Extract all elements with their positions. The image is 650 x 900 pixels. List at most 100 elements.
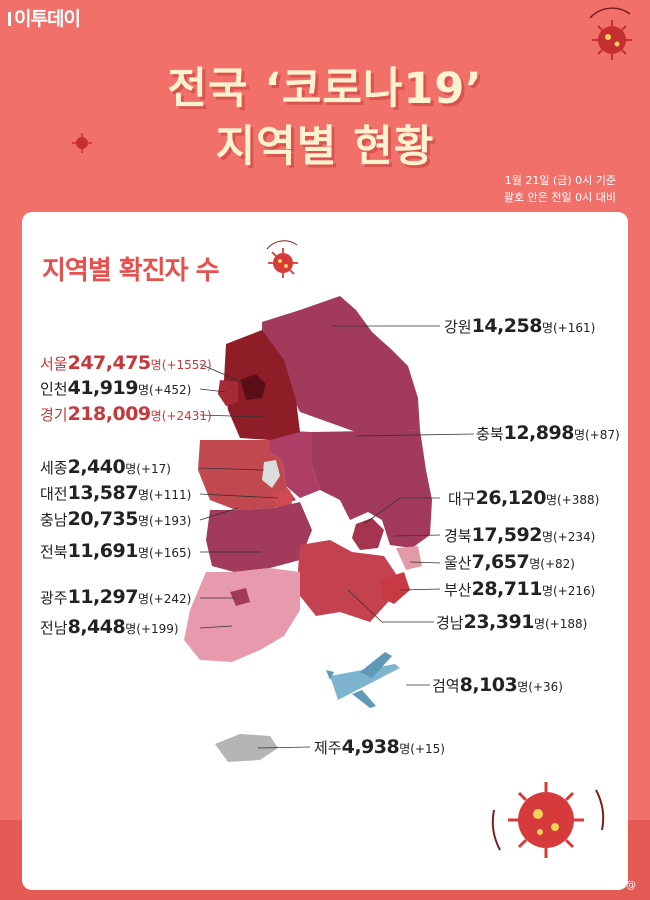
label-quarantine: 검역8,103명(+36) — [432, 675, 563, 697]
label-daejeon: 대전13,587명(+111) — [40, 483, 191, 505]
region-gyeongnam — [298, 540, 396, 622]
unit: 명 — [545, 493, 557, 507]
label-gyeongbuk: 경북17,592명(+234) — [444, 525, 595, 547]
region-change: (+216) — [552, 584, 596, 598]
region-change: (+193) — [148, 514, 192, 528]
region-name: 충남 — [40, 511, 68, 529]
region-change: (+242) — [148, 592, 192, 606]
unit: 명 — [137, 546, 149, 560]
unit: 명 — [137, 514, 149, 528]
brand-name: 이투데이 — [14, 8, 81, 30]
main-title-line1: 전국 ‘코로나19’ — [167, 64, 483, 114]
label-gangwon: 강원14,258명(+161) — [444, 316, 595, 338]
virus-icon — [266, 240, 298, 278]
date-note-line2: 괄호 안은 전일 0시 대비 — [503, 191, 616, 204]
leader-lines — [199, 325, 475, 749]
region-name: 대구 — [448, 490, 476, 508]
date-note-line1: 1월 21일 (금) 0시 기준 — [504, 174, 616, 187]
region-change: (+87) — [584, 428, 620, 442]
region-value: 26,120 — [475, 487, 547, 509]
unit: 명 — [150, 409, 162, 423]
region-jeonnam — [184, 568, 300, 662]
unit: 명 — [517, 680, 529, 694]
main-title-line2: 지역별 현황 — [215, 122, 435, 172]
region-name: 광주 — [40, 589, 68, 607]
label-busan: 부산28,711명(+216) — [444, 579, 595, 601]
region-value: 23,391 — [463, 611, 535, 633]
region-chungbuk — [270, 430, 320, 498]
region-daegu — [352, 518, 384, 550]
region-name: 세종 — [40, 459, 68, 477]
region-value: 218,009 — [67, 403, 152, 425]
region-change: (+1552) — [161, 358, 212, 372]
label-incheon: 인천41,919명(+452) — [40, 378, 191, 400]
unit: 명 — [541, 321, 553, 335]
korea-map — [184, 296, 432, 762]
region-change: (+15) — [410, 742, 445, 756]
region-change: (+36) — [528, 680, 563, 694]
unit: 명 — [399, 742, 411, 756]
region-name: 울산 — [444, 554, 472, 572]
region-name: 경기 — [40, 406, 68, 424]
label-gyeonggi: 경기218,009명(+2431) — [40, 404, 212, 426]
unit: 명 — [529, 557, 541, 571]
label-sejong: 세종2,440명(+17) — [40, 457, 171, 479]
unit: 명 — [137, 592, 149, 606]
region-ulsan — [396, 546, 422, 570]
brand-logo: 이투데이 — [8, 4, 81, 31]
label-seoul: 서울247,475명(+1552) — [40, 353, 212, 375]
region-value: 41,919 — [67, 377, 139, 399]
label-chungnam: 충남20,735명(+193) — [40, 509, 191, 531]
unit: 명 — [541, 530, 553, 544]
unit: 명 — [541, 584, 553, 598]
region-change: (+199) — [136, 622, 179, 636]
region-name: 강원 — [444, 318, 472, 336]
airplane-icon — [326, 652, 400, 708]
label-gyeongnam: 경남23,391명(+188) — [436, 612, 587, 634]
region-value: 2,440 — [67, 456, 126, 478]
region-gwangju — [230, 588, 250, 606]
region-value: 28,711 — [471, 578, 543, 600]
region-value: 14,258 — [471, 315, 543, 337]
region-jeonbuk — [206, 502, 312, 572]
region-value: 12,898 — [503, 422, 575, 444]
virus-icon — [491, 782, 605, 858]
label-jeju: 제주4,938명(+15) — [314, 737, 445, 759]
region-value: 13,587 — [67, 482, 139, 504]
region-name: 제주 — [314, 739, 342, 757]
region-change: (+111) — [148, 488, 192, 502]
region-value: 4,938 — [341, 736, 400, 758]
label-ulsan: 울산7,657명(+82) — [444, 552, 575, 574]
region-name: 서울 — [40, 355, 68, 373]
region-value: 7,657 — [471, 551, 530, 573]
region-name: 전북 — [40, 543, 68, 561]
chart-title: 지역별 확진자 수 — [42, 256, 220, 286]
region-gangwon — [262, 296, 420, 432]
virus-icon — [589, 7, 632, 60]
region-change: (+452) — [148, 383, 192, 397]
region-value: 8,448 — [67, 616, 126, 638]
design-credit: 디자인 김다애 디자이너 mngbn@ — [489, 880, 636, 891]
region-change: (+82) — [540, 557, 575, 571]
region-change: (+234) — [552, 530, 596, 544]
region-value: 11,297 — [67, 586, 139, 608]
region-name: 경북 — [444, 527, 472, 545]
unit: 명 — [573, 428, 585, 442]
region-busan — [380, 572, 410, 604]
region-value: 8,103 — [459, 674, 518, 696]
region-name: 전남 — [40, 619, 68, 637]
region-name: 부산 — [444, 581, 472, 599]
region-incheon — [218, 380, 238, 406]
unit: 명 — [125, 622, 137, 636]
region-change: (+2431) — [161, 409, 212, 423]
region-name: 충북 — [476, 425, 504, 443]
unit: 명 — [150, 358, 162, 372]
unit: 명 — [137, 488, 149, 502]
region-name: 인천 — [40, 380, 68, 398]
region-name: 검역 — [432, 677, 460, 695]
region-value: 247,475 — [67, 352, 152, 374]
region-change: (+17) — [136, 462, 171, 476]
date-note: 1월 21일 (금) 0시 기준 괄호 안은 전일 0시 대비 — [504, 172, 616, 206]
